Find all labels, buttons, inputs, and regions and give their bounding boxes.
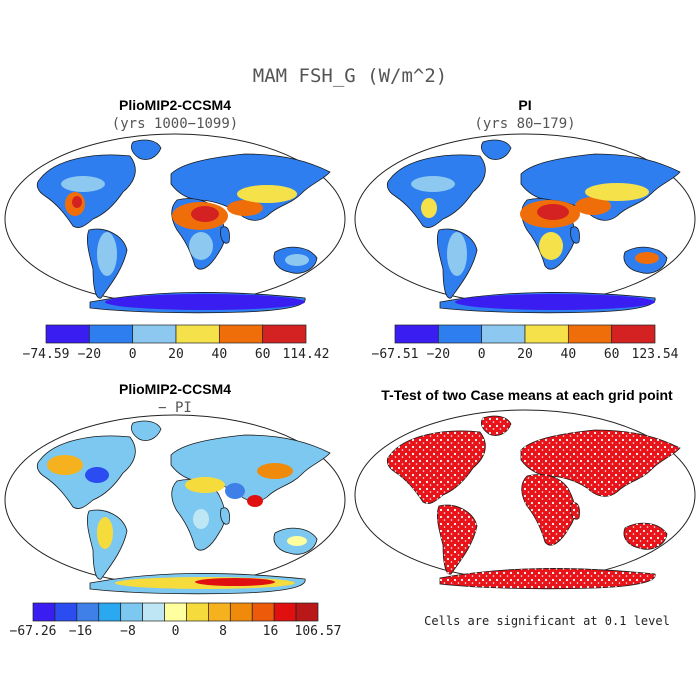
map1-field xyxy=(61,176,309,310)
colorbar-swatch xyxy=(251,602,275,622)
colorbar-swatch xyxy=(175,324,220,344)
colorbar-swatch xyxy=(437,324,483,344)
colorbar-swatch xyxy=(88,324,134,344)
colorbar-tick-label: 0 xyxy=(172,624,180,639)
colorbar-tick-label: 0 xyxy=(478,347,486,362)
map-panel2 xyxy=(354,133,696,314)
colorbar-tick-label: −20 xyxy=(427,347,450,362)
colorbar-swatch xyxy=(132,324,177,344)
colorbar-tick-label: 0 xyxy=(129,347,137,362)
colorbar-tick-label: −67.51 xyxy=(372,347,419,362)
map-panel3 xyxy=(4,414,346,595)
colorbar-swatch xyxy=(229,602,253,622)
panel1-title: PlioMIP2-CCSM4 xyxy=(119,97,231,113)
panel3-subtitle: − PI xyxy=(158,400,192,416)
colorbar-swatch xyxy=(273,602,297,622)
colorbar-tick-label: −16 xyxy=(69,624,92,639)
colorbar-swatch xyxy=(218,324,264,344)
map2-field xyxy=(411,176,659,310)
panel1-subtitle: (yrs 1000−1099) xyxy=(112,116,238,132)
colorbar-swatch xyxy=(164,602,187,622)
colorbar-swatch xyxy=(120,602,143,622)
colorbar-swatch xyxy=(481,324,526,344)
map3-field xyxy=(47,455,307,589)
colorbar-swatch xyxy=(394,324,439,344)
colorbar-swatch xyxy=(142,602,165,622)
colorbar-tick-label: 8 xyxy=(219,624,227,639)
colorbar-swatch xyxy=(186,602,209,622)
colorbar-swatch xyxy=(611,324,656,344)
colorbar-swatch xyxy=(32,602,56,622)
panel4-title: T-Test of two Case means at each grid po… xyxy=(381,387,673,403)
colorbar-swatch xyxy=(208,602,231,622)
colorbar-tick-label: 123.54 xyxy=(632,347,679,362)
panel2-title: PI xyxy=(518,97,531,113)
colorbar-tick-label: 40 xyxy=(561,347,577,362)
colorbar-swatch xyxy=(45,324,90,344)
colorbar-tick-label: −74.59 xyxy=(23,347,70,362)
panel2-subtitle: (yrs 80−179) xyxy=(474,116,575,132)
colorbar-swatch xyxy=(567,324,613,344)
colorbar-tick-label: −20 xyxy=(78,347,101,362)
colorbar-tick-label: −67.26 xyxy=(10,624,57,639)
colorbar-tick-label: 16 xyxy=(263,624,279,639)
colorbar-tick-label: 106.57 xyxy=(295,624,342,639)
colorbar-panel2: −67.51 −20 0 20 40 60 123.54 xyxy=(372,324,679,362)
map-panel4 xyxy=(354,409,696,590)
significance-note: Cells are significant at 0.1 level xyxy=(424,614,670,628)
colorbar-swatch xyxy=(262,324,307,344)
colorbar-swatch xyxy=(54,602,78,622)
colorbar-tick-label: 60 xyxy=(255,347,271,362)
colorbar-tick-label: 20 xyxy=(168,347,184,362)
colorbar-panel3: −67.26 −16 −8 0 8 16 106.57 xyxy=(10,602,342,639)
colorbar-tick-label: 20 xyxy=(517,347,533,362)
colorbar-tick-label: 60 xyxy=(604,347,620,362)
colorbar-swatch xyxy=(524,324,569,344)
colorbar-panel1: −74.59 −20 0 20 40 60 114.42 xyxy=(23,324,330,362)
colorbar-swatch xyxy=(98,602,122,622)
map-panel1 xyxy=(4,133,346,314)
colorbar-tick-label: −8 xyxy=(120,624,136,639)
colorbar-tick-label: 114.42 xyxy=(283,347,330,362)
colorbar-tick-label: 40 xyxy=(212,347,228,362)
colorbar-swatch xyxy=(295,602,319,622)
colorbar-swatch xyxy=(76,602,100,622)
figure-title: MAM FSH_G (W/m^2) xyxy=(253,65,447,87)
panel3-title: PlioMIP2-CCSM4 xyxy=(119,381,231,397)
